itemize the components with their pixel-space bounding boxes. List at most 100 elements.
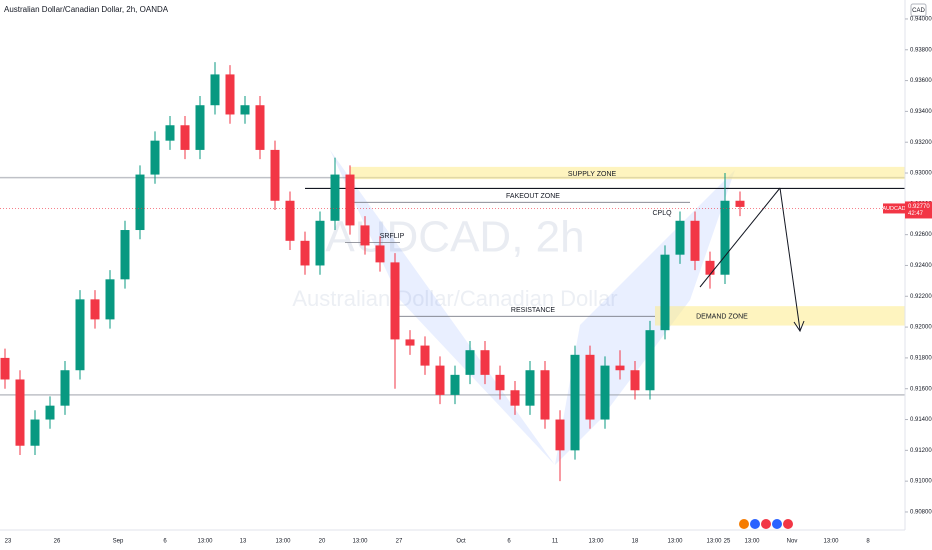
icon[interactable] xyxy=(783,519,793,529)
projection-line xyxy=(699,187,781,288)
zone xyxy=(350,166,905,180)
candle-body xyxy=(405,339,415,346)
y-tick-label: 0.91600 xyxy=(910,386,932,392)
x-tick-label: 26 xyxy=(54,539,61,545)
candle-body xyxy=(150,140,160,175)
symbol-box xyxy=(883,203,905,214)
toolbar-icons xyxy=(739,519,793,529)
candle-body xyxy=(375,245,385,263)
level-label: SRFLIP xyxy=(380,233,405,240)
y-tick-label: 0.91200 xyxy=(910,448,932,454)
candle-body xyxy=(675,220,685,255)
y-tick-label: 0.93800 xyxy=(910,47,932,53)
x-tick-label: 11 xyxy=(552,539,559,545)
x-tick-label: Sep xyxy=(113,539,124,545)
candle-body xyxy=(600,365,610,420)
y-tick-label: 0.92400 xyxy=(910,263,932,269)
candle-body xyxy=(525,370,535,406)
last-price-label: 0.92770 xyxy=(908,204,930,210)
x-tick-label: 8 xyxy=(866,539,870,545)
zone xyxy=(655,306,905,326)
x-tick-label: 20 xyxy=(319,539,326,545)
y-tick-label: 0.90800 xyxy=(910,510,932,516)
candle-body xyxy=(90,299,100,320)
candle-body xyxy=(585,354,595,420)
x-tick-label: 13:00 xyxy=(352,539,368,545)
countdown: 42:47 xyxy=(908,211,924,217)
y-tick-label: 0.93000 xyxy=(910,171,932,177)
candle-body xyxy=(30,419,40,446)
candle-body xyxy=(195,105,205,150)
level-label: FAKEOUT ZONE xyxy=(506,193,560,200)
candle-body xyxy=(330,174,340,221)
candle-body xyxy=(510,390,520,406)
candle-body xyxy=(180,125,190,150)
candle-body xyxy=(270,149,280,201)
candle-body xyxy=(360,225,370,246)
symbol-label: AUDCAD xyxy=(882,206,905,212)
watermark: AUDCAD, 2h Australian Dollar/Canadian Do… xyxy=(292,213,617,311)
x-tick-label: 13:00 xyxy=(275,539,291,545)
zone-label: DEMAND ZONE xyxy=(696,314,748,321)
x-tick-label: 13 xyxy=(240,539,247,545)
candle-body xyxy=(345,174,355,226)
candles xyxy=(0,62,745,482)
candle-body xyxy=(45,405,55,420)
x-tick-label: 13:00 xyxy=(744,539,760,545)
y-tick-label: 0.92600 xyxy=(910,232,932,238)
y-tick-label: 0.93200 xyxy=(910,140,932,146)
candle-body xyxy=(645,330,655,391)
candle-body xyxy=(435,365,445,395)
y-tick-label: 0.91000 xyxy=(910,479,932,485)
icon[interactable] xyxy=(772,519,782,529)
candle-body xyxy=(285,200,295,241)
x-tick-label: Oct xyxy=(456,539,466,545)
candle-body xyxy=(15,379,25,446)
icon[interactable] xyxy=(739,519,749,529)
candle-body xyxy=(570,354,580,451)
candle-body xyxy=(555,419,565,451)
chart-title: Australian Dollar/Canadian Dollar, 2h, O… xyxy=(4,5,169,14)
candle-body xyxy=(0,357,10,380)
price-box xyxy=(905,201,932,219)
candle-body xyxy=(540,370,550,420)
candle-body xyxy=(480,350,490,375)
candle-body xyxy=(465,350,475,375)
y-tick-label: 0.91800 xyxy=(910,355,932,361)
y-tick-label: 0.93600 xyxy=(910,78,932,84)
annotation: CPLQ xyxy=(652,210,672,217)
candle-body xyxy=(720,200,730,275)
x-tick-label: 13:00 xyxy=(823,539,839,545)
icon[interactable] xyxy=(750,519,760,529)
pattern-shape xyxy=(330,150,735,465)
icon[interactable] xyxy=(761,519,771,529)
candle-body xyxy=(300,240,310,266)
currency-box xyxy=(910,3,927,17)
candle-body xyxy=(60,370,70,406)
candle-body xyxy=(390,262,400,340)
x-tick-label: 13:00 xyxy=(667,539,683,545)
x-tick-label: 18 xyxy=(632,539,639,545)
candle-body xyxy=(105,279,115,320)
candle-body xyxy=(495,374,505,391)
zone-label: SUPPLY ZONE xyxy=(568,171,617,178)
candle-body xyxy=(660,254,670,331)
candle-body xyxy=(420,345,430,366)
x-tick-label: Nov xyxy=(787,539,798,545)
level-label: RESISTANCE xyxy=(511,307,556,314)
x-tick-label: 25 xyxy=(724,539,731,545)
y-tick-label: 0.91400 xyxy=(910,417,932,423)
candle-body xyxy=(255,105,265,150)
candle-body xyxy=(75,299,85,371)
x-tick-label: 6 xyxy=(507,539,511,545)
y-tick-label: 0.92000 xyxy=(910,325,932,331)
x-tick-label: 13:00 xyxy=(706,539,722,545)
candle-body xyxy=(705,260,715,275)
candle-body xyxy=(735,200,745,207)
candle-body xyxy=(165,125,175,141)
candle-body xyxy=(615,365,625,371)
zones: SUPPLY ZONE DEMAND ZONE FAKEOUT ZONE RESIST… xyxy=(0,166,905,396)
candle-body xyxy=(690,220,700,261)
candle-body xyxy=(225,74,235,115)
